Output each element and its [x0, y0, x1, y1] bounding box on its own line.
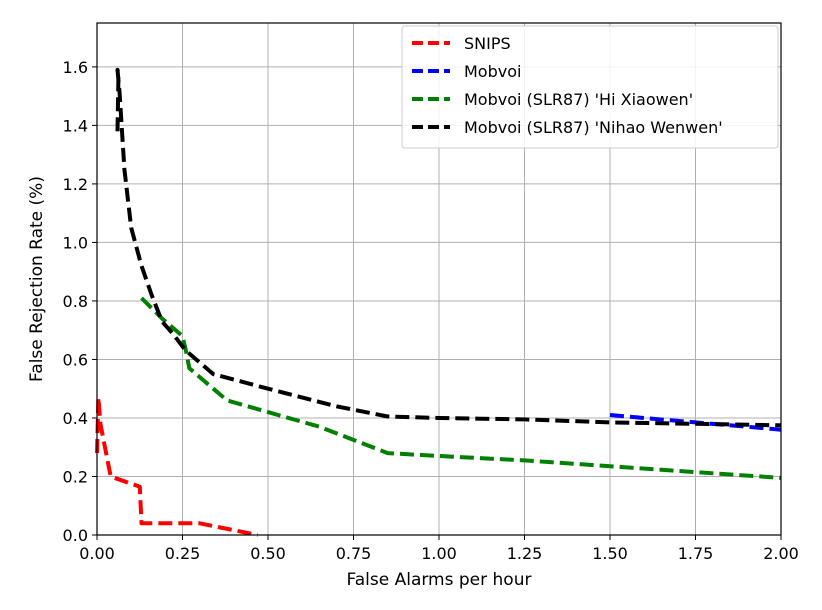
- y-tick-label: 1.6: [63, 58, 88, 77]
- y-tick-label: 0.8: [63, 292, 88, 311]
- x-tick-label: 0.25: [165, 544, 201, 563]
- legend: SNIPS Mobvoi Mobvoi (SLR87) 'Hi Xiaowen' Mo…: [401, 25, 779, 149]
- x-tick-label: 0.00: [79, 544, 115, 563]
- y-axis-label: False Rejection Rate (%): [27, 176, 47, 382]
- y-tick-label: 0.4: [63, 409, 88, 428]
- y-tick-label: 0.6: [63, 350, 88, 369]
- legend-label: Mobvoi (SLR87) 'Hi Xiaowen': [464, 90, 693, 109]
- series-line-3: [115, 67, 782, 428]
- y-tick-label: 1.0: [63, 233, 88, 252]
- y-tick-label: 1.4: [63, 116, 88, 135]
- x-tick-label: 1.00: [421, 544, 457, 563]
- series-line-2: [140, 296, 782, 480]
- legend-label: Mobvoi: [464, 62, 521, 81]
- x-tick-label: 1.75: [678, 544, 714, 563]
- y-tick-label: 0.0: [63, 526, 88, 545]
- legend-label: SNIPS: [464, 34, 511, 53]
- y-tick-label: 1.2: [63, 175, 88, 194]
- y-tick-label: 0.2: [63, 467, 88, 486]
- x-tick-label: 2.00: [763, 544, 799, 563]
- legend-label: Mobvoi (SLR87) 'Nihao Wenwen': [464, 118, 723, 137]
- x-tick-label: 0.75: [336, 544, 372, 563]
- series-lines: [95, 67, 782, 537]
- x-tick-label: 1.50: [592, 544, 628, 563]
- x-tick-label: 0.50: [250, 544, 286, 563]
- x-tick-label: 1.25: [507, 544, 543, 563]
- series-line-0: [95, 395, 259, 537]
- legend-box: [401, 25, 779, 149]
- x-axis-label: False Alarms per hour: [347, 570, 532, 590]
- axis-ticks: 0.00 0.25 0.50 0.75 1.00 1.25 1.50 1.75 2.00 0.0 0…: [63, 58, 799, 563]
